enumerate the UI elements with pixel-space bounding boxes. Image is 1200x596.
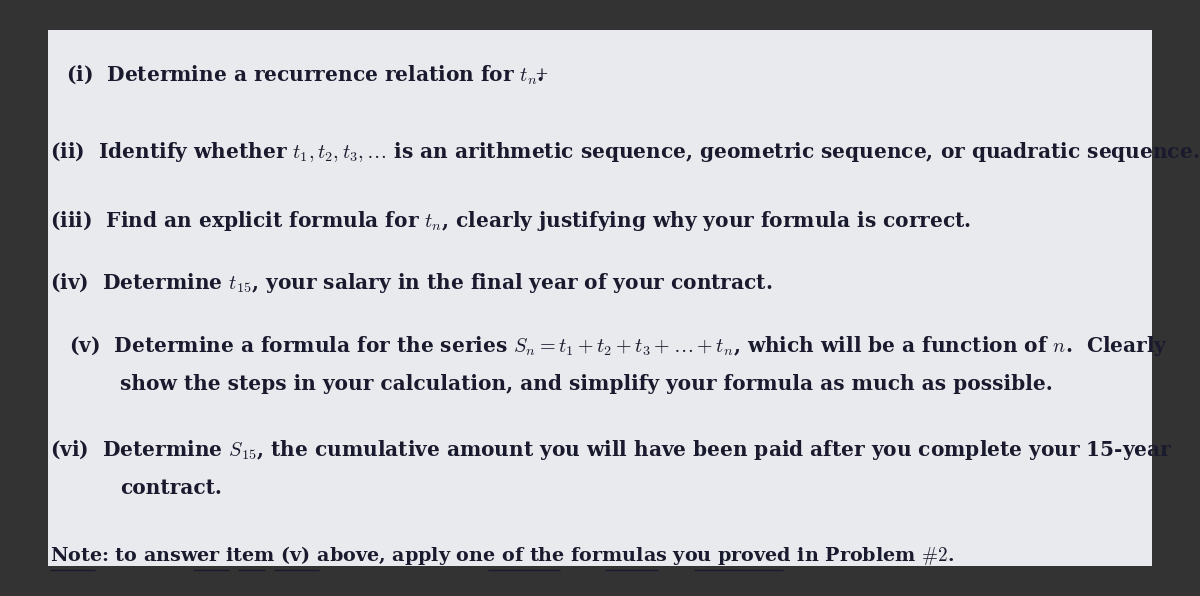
Text: (ii)  Identify whether $t_1, t_2, t_3,\ldots$ is an arithmetic sequence, geometr: (ii) Identify whether $t_1, t_2, t_3,\ld… — [50, 140, 1200, 164]
Text: (iv)  Determine $t_{15}$, your salary in the final year of your contract.: (iv) Determine $t_{15}$, your salary in … — [50, 271, 773, 295]
FancyBboxPatch shape — [48, 30, 1152, 566]
Text: Note: to answer item (v) above, apply one of the formulas you proved in Problem : Note: to answer item (v) above, apply on… — [50, 544, 954, 567]
Text: +: + — [534, 66, 548, 83]
Text: (vi)  Determine $S_{15}$, the cumulative amount you will have been paid after yo: (vi) Determine $S_{15}$, the cumulative … — [50, 438, 1174, 462]
Text: show the steps in your calculation, and simplify your formula as much as possibl: show the steps in your calculation, and … — [120, 374, 1052, 395]
Text: (v)  Determine a formula for the series $S_n = t_1 + t_2 + t_3 + \ldots + t_n$, : (v) Determine a formula for the series $… — [62, 334, 1169, 358]
Text: (iii)  Find an explicit formula for $t_n$, clearly justifying why your formula i: (iii) Find an explicit formula for $t_n$… — [50, 209, 972, 232]
Text: contract.: contract. — [120, 477, 222, 498]
Text: (i)  Determine a recurrence relation for $t_n$.: (i) Determine a recurrence relation for … — [66, 63, 545, 86]
